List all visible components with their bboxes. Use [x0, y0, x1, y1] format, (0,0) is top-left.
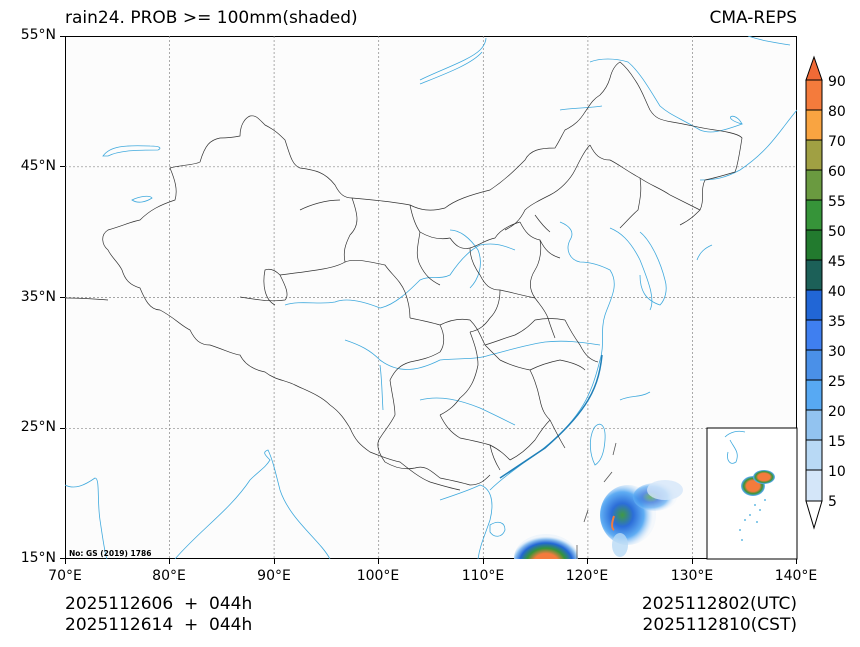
ytick-45n: 45°N: [20, 158, 56, 174]
colorbar-label-40: 40: [828, 284, 846, 300]
valid-time-utc: 2025112802(UTC): [641, 594, 797, 614]
model-name: CMA-REPS: [709, 8, 797, 28]
ytick-35n: 35°N: [20, 289, 56, 305]
xtick-130e: 130°E: [670, 568, 714, 584]
xtick-140e: 140°E: [774, 568, 818, 584]
xtick-mark: [587, 559, 588, 564]
xtick-120e: 120°E: [565, 568, 609, 584]
xtick-70e: 70°E: [48, 568, 82, 584]
colorbar-label-90: 90: [828, 74, 846, 90]
colorbar-label-5: 5: [828, 494, 837, 510]
xtick-90e: 90°E: [257, 568, 291, 584]
coast-detail: [499, 354, 603, 479]
colorbar-label-70: 70: [828, 134, 846, 150]
colorbar-label-10: 10: [828, 464, 846, 480]
xtick-mark: [169, 559, 170, 564]
map-approval-notice: No: GS (2019) 1786: [69, 549, 152, 558]
xtick-mark: [274, 559, 275, 564]
xtick-mark: [65, 559, 66, 564]
colorbar-label-55: 55: [828, 194, 846, 210]
colorbar-label-30: 30: [828, 344, 846, 360]
xtick-mark: [692, 559, 693, 564]
gridlines: [65, 36, 797, 559]
colorbar-label-80: 80: [828, 104, 846, 120]
ytick-mark: [60, 166, 65, 167]
ytick-25n: 25°N: [20, 419, 56, 435]
colorbar-label-45: 45: [828, 254, 846, 270]
valid-time-cst: 2025112810(CST): [642, 615, 797, 635]
xtick-110e: 110°E: [461, 568, 505, 584]
xtick-mark: [483, 559, 484, 564]
xtick-mark: [378, 559, 379, 564]
xtick-mark: [796, 559, 797, 564]
ytick-15n: 15°N: [20, 550, 56, 566]
xtick-100e: 100°E: [356, 568, 400, 584]
chart-title: rain24. PROB >= 100mm(shaded): [65, 8, 358, 28]
colorbar: [805, 55, 823, 530]
ytick-55n: 55°N: [20, 27, 56, 43]
init-time-utc: 2025112606 + 044h: [65, 594, 253, 614]
xtick-80e: 80°E: [152, 568, 186, 584]
colorbar-label-60: 60: [828, 164, 846, 180]
inset-map: [706, 427, 798, 560]
ytick-mark: [60, 36, 65, 37]
init-time-cst: 2025112614 + 044h: [65, 615, 253, 635]
colorbar-label-25: 25: [828, 374, 846, 390]
ytick-mark: [60, 428, 65, 429]
colorbar-label-20: 20: [828, 404, 846, 420]
precip-shading: [514, 480, 683, 559]
ytick-mark: [60, 558, 65, 559]
colorbar-label-50: 50: [828, 224, 846, 240]
boundaries: [65, 61, 743, 491]
ytick-mark: [60, 297, 65, 298]
colorbar-label-35: 35: [828, 314, 846, 330]
colorbar-label-15: 15: [828, 434, 846, 450]
